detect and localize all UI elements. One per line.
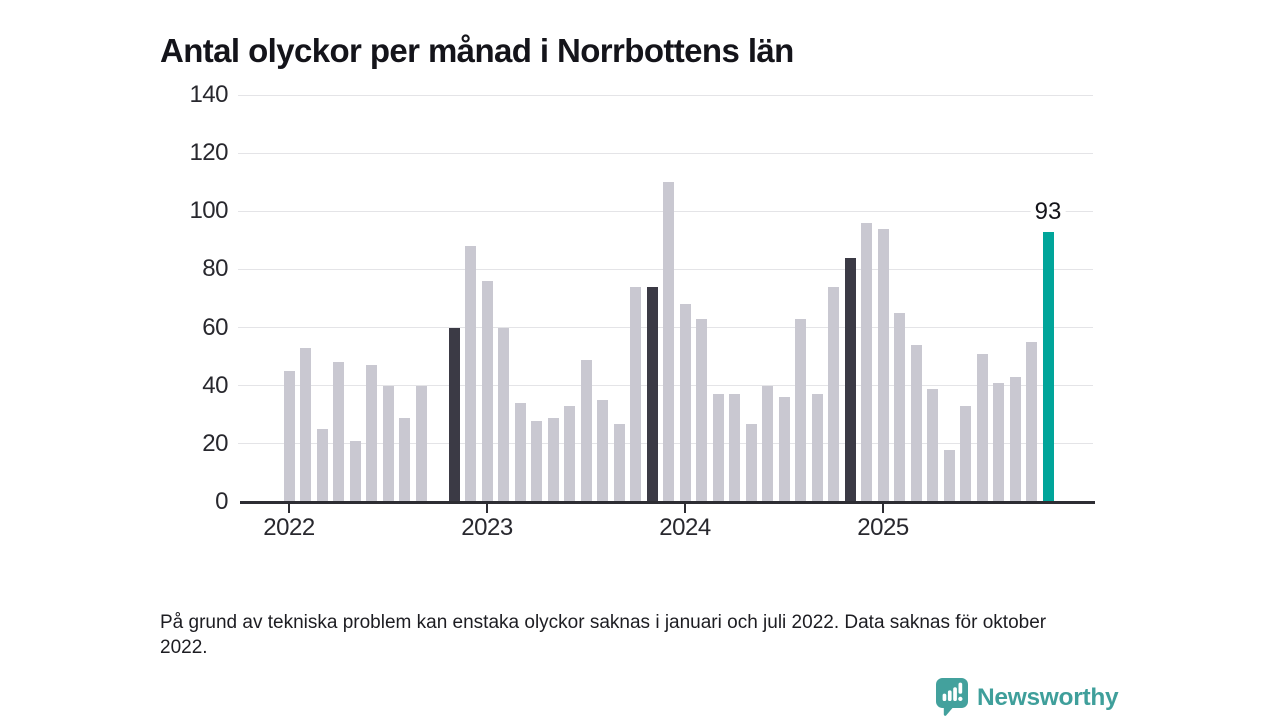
- newsworthy-speech-bubble-chart-icon: [936, 678, 968, 717]
- latest-bar-value-label: 93: [1030, 199, 1066, 225]
- bar-2024-01: [679, 304, 691, 502]
- bar-2024-06: [762, 385, 773, 502]
- x-axis-tick-2025: [882, 504, 884, 513]
- bar-2025-11: [1042, 231, 1054, 502]
- bar-2023-07: [580, 359, 592, 502]
- bar-2024-09: [811, 394, 823, 502]
- bar-2024-11: [844, 257, 856, 502]
- accidents-per-month-bar-chart: 93 0 20 40 60 80 100 120 140 2022 2023 2024 2025: [189, 81, 1095, 541]
- x-axis-tick-label-2025: 2025: [857, 514, 909, 541]
- bar-2025-02: [894, 313, 905, 502]
- bar-2022-07: [382, 385, 394, 502]
- newsworthy-logo: Newsworthy: [936, 678, 1119, 717]
- bar-2023-12: [663, 182, 674, 502]
- bar-2022-01: [283, 371, 295, 502]
- y-axis-tick-label-40: 40: [202, 371, 228, 399]
- bar-2022-11: [448, 327, 460, 502]
- bar-2023-11: [646, 286, 658, 502]
- y-axis-tick-label-120: 120: [189, 139, 228, 167]
- bar-2024-04: [729, 394, 740, 502]
- bar-2022-08: [399, 417, 410, 502]
- bar-2025-09: [1009, 376, 1021, 502]
- bar-2023-06: [564, 406, 575, 502]
- bar-2022-05: [349, 440, 361, 502]
- bar-2023-04: [531, 420, 542, 502]
- bar-2022-02: [300, 347, 311, 502]
- x-axis-tick-2022: [288, 504, 290, 513]
- bar-2024-08: [795, 318, 806, 502]
- bar-2022-03: [316, 429, 328, 502]
- y-axis-tick-label-80: 80: [202, 255, 228, 283]
- y-axis-tick-label-60: 60: [202, 313, 228, 341]
- bar-2023-09: [613, 423, 625, 502]
- chart-footnote: På grund av tekniska problem kan enstaka…: [160, 612, 1047, 658]
- bar-2022-09: [415, 385, 427, 502]
- x-axis-tick-label-2024: 2024: [659, 514, 711, 541]
- y-axis-tick-label-140: 140: [189, 81, 228, 108]
- bar-2023-01: [481, 281, 493, 502]
- x-axis-tick-2023: [486, 504, 488, 513]
- gridline-120: [238, 152, 1093, 154]
- bar-2025-10: [1026, 342, 1037, 502]
- newsworthy-logo-text: Newsworthy: [977, 683, 1119, 711]
- bar-2022-12: [465, 246, 476, 502]
- gridline-140: [238, 94, 1093, 96]
- bar-2022-04: [333, 362, 344, 502]
- y-axis-tick-label-20: 20: [202, 429, 228, 457]
- bar-2024-05: [745, 423, 757, 502]
- bar-2025-03: [910, 345, 922, 502]
- x-axis-tick-2024: [684, 504, 686, 513]
- bar-2023-03: [514, 403, 526, 502]
- x-axis-line: [240, 501, 1095, 504]
- bar-2024-12: [861, 222, 872, 502]
- bar-2024-07: [778, 397, 790, 502]
- bar-2023-05: [547, 417, 559, 502]
- x-axis-tick-label-2023: 2023: [461, 514, 513, 541]
- x-axis-tick-label-2022: 2022: [263, 514, 315, 541]
- bar-2022-06: [366, 365, 377, 502]
- page-title: Antal olyckor per månad i Norrbottens lä…: [160, 32, 794, 70]
- y-axis-tick-label-0: 0: [215, 488, 228, 515]
- bar-2023-10: [630, 286, 641, 502]
- bar-2025-05: [943, 449, 955, 502]
- bar-2025-01: [877, 228, 889, 502]
- y-axis-tick-label-100: 100: [189, 197, 228, 225]
- bar-2025-04: [927, 388, 938, 502]
- bar-2024-10: [828, 286, 839, 502]
- bar-2025-06: [960, 406, 971, 502]
- bar-2025-07: [976, 353, 988, 502]
- bar-2024-02: [696, 318, 707, 502]
- bar-2023-02: [498, 327, 509, 502]
- bar-2023-08: [597, 400, 608, 502]
- bar-2024-03: [712, 394, 724, 502]
- bar-2025-08: [993, 382, 1004, 502]
